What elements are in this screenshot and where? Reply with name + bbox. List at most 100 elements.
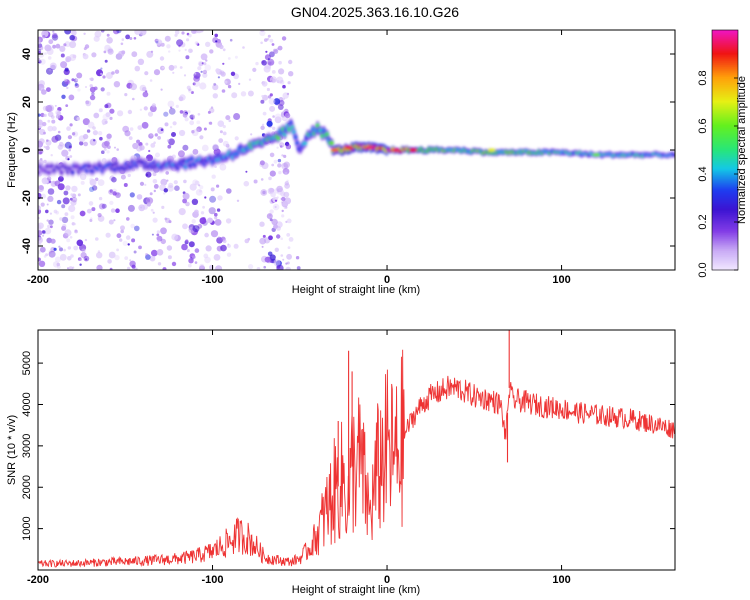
noise-speckle bbox=[198, 184, 201, 187]
noise-speckle bbox=[127, 266, 131, 270]
noise-speckle bbox=[51, 34, 59, 41]
ridge-core bbox=[70, 170, 75, 175]
noise-speckle bbox=[191, 219, 196, 224]
noise-speckle bbox=[183, 74, 187, 77]
noise-speckle bbox=[38, 140, 44, 148]
noise-speckle bbox=[98, 108, 103, 113]
colorbar-swatch bbox=[712, 130, 738, 133]
noise-speckle bbox=[149, 192, 153, 196]
noise-speckle bbox=[279, 79, 285, 85]
colorbar-swatch bbox=[712, 186, 738, 189]
noise-speckle bbox=[252, 67, 257, 72]
noise-speckle bbox=[82, 118, 90, 126]
noise-speckle bbox=[168, 138, 175, 146]
noise-speckle bbox=[92, 130, 98, 136]
noise-speckle bbox=[248, 264, 254, 270]
noise-speckle bbox=[104, 59, 108, 63]
noise-speckle bbox=[284, 197, 292, 205]
noise-speckle bbox=[106, 91, 111, 96]
noise-speckle bbox=[58, 176, 64, 182]
noise-speckle bbox=[269, 254, 276, 261]
noise-speckle bbox=[198, 61, 203, 67]
noise-speckle bbox=[61, 216, 69, 224]
noise-speckle bbox=[43, 145, 46, 149]
noise-speckle bbox=[225, 143, 230, 148]
noise-speckle bbox=[209, 264, 214, 270]
noise-speckle bbox=[43, 113, 47, 117]
noise-speckle bbox=[276, 185, 283, 193]
noise-speckle bbox=[214, 219, 222, 226]
noise-speckle bbox=[64, 78, 68, 82]
noise-speckle bbox=[117, 110, 124, 117]
noise-speckle bbox=[38, 51, 41, 54]
noise-speckle bbox=[179, 129, 186, 137]
noise-speckle bbox=[274, 205, 277, 209]
colorbar-swatch bbox=[712, 36, 738, 39]
noise-speckle bbox=[164, 217, 168, 221]
noise-speckle bbox=[121, 38, 125, 41]
noise-speckle bbox=[266, 213, 273, 220]
noise-speckle bbox=[93, 139, 96, 142]
noise-speckle bbox=[61, 225, 67, 231]
noise-speckle bbox=[58, 245, 61, 248]
noise-speckle bbox=[80, 180, 85, 185]
noise-speckle bbox=[38, 249, 41, 255]
noise-speckle bbox=[199, 135, 204, 140]
noise-speckle bbox=[59, 45, 66, 53]
noise-speckle bbox=[285, 220, 288, 223]
noise-speckle bbox=[101, 203, 107, 209]
noise-speckle bbox=[83, 32, 86, 35]
noise-speckle bbox=[38, 39, 41, 45]
noise-speckle bbox=[214, 165, 217, 168]
noise-speckle bbox=[45, 209, 49, 214]
noise-speckle bbox=[172, 71, 175, 74]
noise-speckle bbox=[200, 53, 208, 61]
noise-speckle bbox=[152, 211, 155, 214]
ridge-core bbox=[46, 170, 52, 176]
noise-speckle bbox=[54, 104, 57, 107]
noise-speckle bbox=[260, 41, 263, 45]
noise-speckle bbox=[171, 132, 176, 137]
noise-speckle bbox=[203, 62, 207, 66]
colorbar-swatch bbox=[712, 162, 738, 165]
noise-speckle bbox=[61, 94, 66, 100]
noise-speckle bbox=[131, 51, 138, 58]
colorbar-swatch bbox=[712, 222, 738, 225]
colorbar-swatch bbox=[712, 212, 738, 215]
noise-speckle bbox=[97, 250, 101, 253]
noise-speckle bbox=[160, 42, 165, 47]
noise-speckle bbox=[83, 141, 88, 147]
noise-speckle bbox=[122, 240, 128, 246]
noise-speckle bbox=[172, 121, 177, 126]
noise-speckle bbox=[234, 55, 238, 59]
noise-speckle bbox=[229, 38, 233, 42]
noise-speckle bbox=[120, 42, 124, 46]
colorbar-swatch bbox=[712, 256, 738, 259]
noise-speckle bbox=[168, 220, 172, 224]
noise-speckle bbox=[91, 207, 96, 212]
noise-speckle bbox=[156, 230, 161, 234]
colorbar-swatch bbox=[712, 160, 738, 163]
noise-speckle bbox=[48, 39, 54, 45]
colorbar-swatch bbox=[712, 54, 738, 57]
noise-speckle bbox=[174, 185, 180, 191]
noise-speckle bbox=[227, 84, 232, 89]
noise-speckle bbox=[210, 230, 219, 238]
colorbar-swatch bbox=[712, 66, 738, 69]
noise-speckle bbox=[127, 204, 135, 212]
noise-speckle bbox=[139, 84, 147, 92]
noise-speckle bbox=[199, 189, 202, 193]
noise-speckle bbox=[44, 52, 47, 55]
noise-speckle bbox=[184, 117, 189, 122]
colorbar-swatch bbox=[712, 34, 738, 37]
colorbar-swatch bbox=[712, 230, 738, 233]
spectrogram-y-axis-title: Frequency (Hz) bbox=[6, 112, 18, 188]
noise-speckle bbox=[288, 71, 294, 77]
noise-speckle bbox=[136, 139, 141, 144]
noise-speckle bbox=[63, 248, 66, 252]
noise-speckle bbox=[168, 50, 171, 53]
noise-speckle bbox=[38, 80, 45, 87]
y-tick-label: 40 bbox=[21, 48, 33, 60]
noise-speckle bbox=[96, 264, 103, 270]
noise-speckle bbox=[276, 234, 281, 239]
